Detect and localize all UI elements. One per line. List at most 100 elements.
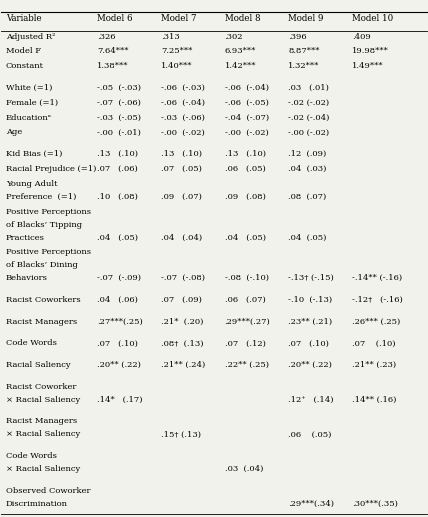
Text: 1.40***: 1.40*** [161, 63, 192, 70]
Text: -.12†   (-.16): -.12† (-.16) [352, 296, 403, 304]
Text: .13   (.10): .13 (.10) [161, 150, 202, 158]
Text: .09   (.08): .09 (.08) [225, 193, 265, 201]
Text: .09   (.07): .09 (.07) [161, 193, 202, 201]
Text: × Racial Saliency: × Racial Saliency [6, 431, 80, 438]
Text: Adjusted R²: Adjusted R² [6, 33, 55, 41]
Text: -.00  (-.02): -.00 (-.02) [225, 128, 268, 136]
Text: 1.49***: 1.49*** [352, 63, 384, 70]
Text: .07   (.10): .07 (.10) [97, 339, 138, 347]
Text: Model 6: Model 6 [97, 13, 133, 23]
Text: .20** (.22): .20** (.22) [97, 361, 141, 369]
Text: -.14** (-.16): -.14** (-.16) [352, 275, 402, 282]
Text: Kid Bias (=1): Kid Bias (=1) [6, 150, 62, 158]
Text: .08†  (.13): .08† (.13) [161, 339, 203, 347]
Text: .04  (.05): .04 (.05) [288, 234, 327, 241]
Text: .22** (.25): .22** (.25) [225, 361, 269, 369]
Text: Practices: Practices [6, 234, 45, 241]
Text: Model 9: Model 9 [288, 13, 324, 23]
Text: .12⁺   (.14): .12⁺ (.14) [288, 396, 334, 404]
Text: 1.42***: 1.42*** [225, 63, 256, 70]
Text: -.03  (-.05): -.03 (-.05) [97, 114, 141, 121]
Text: -.13† (-.15): -.13† (-.15) [288, 275, 334, 282]
Text: .07   (.06): .07 (.06) [97, 165, 138, 173]
Text: .27***(.25): .27***(.25) [97, 317, 143, 326]
Text: .409: .409 [352, 33, 371, 41]
Text: Variable: Variable [6, 13, 41, 23]
Text: Observed Coworker: Observed Coworker [6, 487, 90, 495]
Text: 8.87***: 8.87*** [288, 48, 320, 55]
Text: Model 8: Model 8 [225, 13, 260, 23]
Text: .04   (.05): .04 (.05) [97, 234, 138, 241]
Text: -.07  (-.06): -.07 (-.06) [97, 99, 141, 107]
Text: Constant: Constant [6, 63, 44, 70]
Text: Preference  (=1): Preference (=1) [6, 193, 76, 201]
Text: 6.93***: 6.93*** [225, 48, 256, 55]
Text: -.08  (-.10): -.08 (-.10) [225, 275, 269, 282]
Text: .13   (.10): .13 (.10) [97, 150, 138, 158]
Text: Female (=1): Female (=1) [6, 99, 58, 107]
Text: × Racial Saliency: × Racial Saliency [6, 465, 80, 473]
Text: .23** (.21): .23** (.21) [288, 317, 333, 326]
Text: 19.98***: 19.98*** [352, 48, 389, 55]
Text: .10   (.08): .10 (.08) [97, 193, 138, 201]
Text: Behaviors: Behaviors [6, 275, 48, 282]
Text: -.06  (-.04): -.06 (-.04) [225, 84, 269, 92]
Text: -.10  (-.13): -.10 (-.13) [288, 296, 333, 304]
Text: Young Adult: Young Adult [6, 180, 57, 188]
Text: -.03  (-.06): -.03 (-.06) [161, 114, 205, 121]
Text: .07   (.09): .07 (.09) [161, 296, 202, 304]
Text: .04  (.03): .04 (.03) [288, 165, 327, 173]
Text: .326: .326 [97, 33, 116, 41]
Text: .12  (.09): .12 (.09) [288, 150, 327, 158]
Text: -.00  (-.01): -.00 (-.01) [97, 128, 141, 136]
Text: -.05  (-.03): -.05 (-.03) [97, 84, 141, 92]
Text: White (=1): White (=1) [6, 84, 52, 92]
Text: .07   (.12): .07 (.12) [225, 339, 265, 347]
Text: Racial Saliency: Racial Saliency [6, 361, 70, 369]
Text: .06   (.05): .06 (.05) [225, 165, 265, 173]
Text: .29***(.34): .29***(.34) [288, 500, 334, 508]
Text: of Blacks’ Tipping: of Blacks’ Tipping [6, 221, 82, 229]
Text: -.06  (-.03): -.06 (-.03) [161, 84, 205, 92]
Text: Discrimination: Discrimination [6, 500, 68, 508]
Text: .313: .313 [161, 33, 180, 41]
Text: Racist Managers: Racist Managers [6, 317, 77, 326]
Text: .06    (.05): .06 (.05) [288, 431, 332, 438]
Text: Code Words: Code Words [6, 339, 56, 347]
Text: Age: Age [6, 128, 22, 136]
Text: Racist Coworker: Racist Coworker [6, 383, 76, 391]
Text: .06   (.07): .06 (.07) [225, 296, 265, 304]
Text: Model 7: Model 7 [161, 13, 196, 23]
Text: .14*   (.17): .14* (.17) [97, 396, 143, 404]
Text: Racist Coworkers: Racist Coworkers [6, 296, 80, 304]
Text: -.07  (-.08): -.07 (-.08) [161, 275, 205, 282]
Text: 1.38***: 1.38*** [97, 63, 128, 70]
Text: .396: .396 [288, 33, 307, 41]
Text: .13   (.10): .13 (.10) [225, 150, 266, 158]
Text: .08  (.07): .08 (.07) [288, 193, 327, 201]
Text: .29***(.27): .29***(.27) [225, 317, 270, 326]
Text: of Blacks’ Dining: of Blacks’ Dining [6, 261, 77, 269]
Text: Racial Prejudice (=1): Racial Prejudice (=1) [6, 165, 96, 173]
Text: -.02 (-.04): -.02 (-.04) [288, 114, 330, 121]
Text: -.06  (-.05): -.06 (-.05) [225, 99, 268, 107]
Text: .15† (.13): .15† (.13) [161, 431, 201, 438]
Text: .26*** (.25): .26*** (.25) [352, 317, 401, 326]
Text: .04   (.06): .04 (.06) [97, 296, 138, 304]
Text: 1.32***: 1.32*** [288, 63, 320, 70]
Text: Positive Perceptions: Positive Perceptions [6, 248, 91, 256]
Text: .04   (.05): .04 (.05) [225, 234, 266, 241]
Text: Positive Perceptions: Positive Perceptions [6, 207, 91, 216]
Text: -.04  (-.07): -.04 (-.07) [225, 114, 269, 121]
Text: .20** (.22): .20** (.22) [288, 361, 332, 369]
Text: Model F: Model F [6, 48, 41, 55]
Text: -.06  (-.04): -.06 (-.04) [161, 99, 205, 107]
Text: -.02 (-.02): -.02 (-.02) [288, 99, 330, 107]
Text: .03  (.04): .03 (.04) [225, 465, 263, 473]
Text: 7.64***: 7.64*** [97, 48, 128, 55]
Text: .03   (.01): .03 (.01) [288, 84, 329, 92]
Text: -.07  (-.09): -.07 (-.09) [97, 275, 141, 282]
Text: .07   (.05): .07 (.05) [161, 165, 202, 173]
Text: × Racial Saliency: × Racial Saliency [6, 396, 80, 404]
Text: .04   (.04): .04 (.04) [161, 234, 202, 241]
